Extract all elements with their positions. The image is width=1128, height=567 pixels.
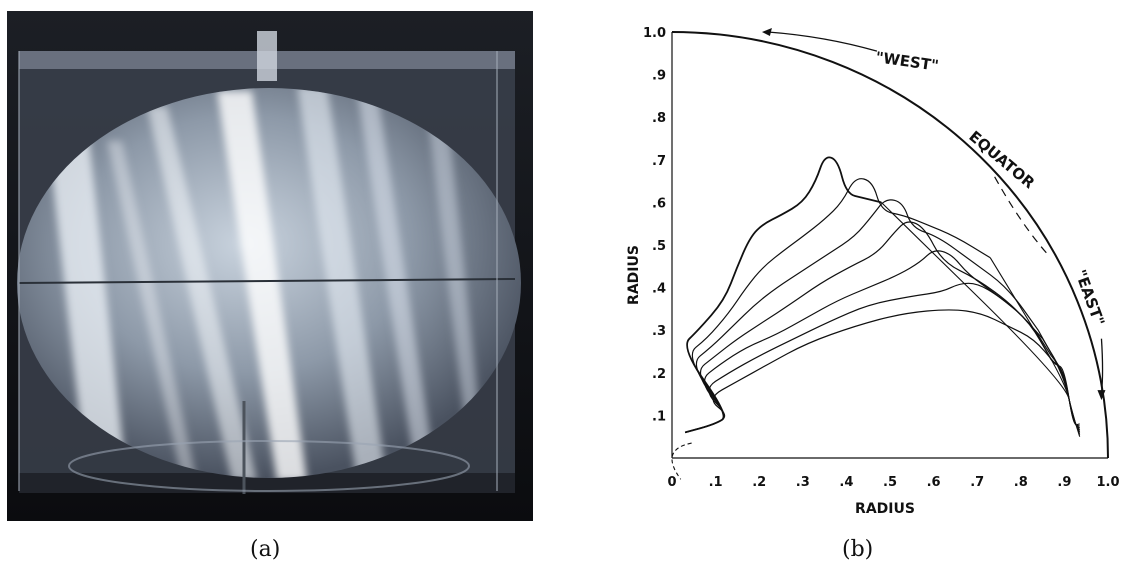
panel-b-chart: 0 .1 .2 .3 .4 .5 .6 .7 .8 .9 1.0 .1 .2 .3 .4 .5 .6 .7 .8.… xyxy=(620,10,1125,520)
dashed-equator-curve xyxy=(994,176,1048,254)
chart-axes xyxy=(671,28,1109,459)
y-tick-label: .3 xyxy=(652,324,666,339)
annotation-arrows xyxy=(761,28,1106,401)
x-tick-label: .3 xyxy=(796,475,810,490)
photograph-image xyxy=(7,11,533,521)
streamline-4 xyxy=(684,221,1044,433)
y-tick-label: .1 xyxy=(652,409,666,424)
dashed-origin-loop xyxy=(671,442,692,480)
east-arrow xyxy=(1100,338,1104,395)
x-tick-labels: 0 .1 .2 .3 .4 .5 .6 .7 .8 .9 1.0 xyxy=(667,475,1119,490)
x-tick-label: 1.0 xyxy=(1096,475,1119,490)
y-tick-label: 1.0 xyxy=(643,26,666,41)
x-tick-label: .9 xyxy=(1057,475,1071,490)
y-tick-labels: .1 .2 .3 .4 .5 .6 .7 .8 .9 1.0 xyxy=(643,26,666,424)
x-tick-label: .5 xyxy=(883,475,897,490)
boundary-arc xyxy=(671,31,1109,459)
west-arrowhead xyxy=(761,28,772,36)
streamline-5 xyxy=(684,250,1052,433)
streamline-6 xyxy=(684,282,1052,433)
y-tick-label: .9 xyxy=(652,69,666,84)
east-arrowhead xyxy=(1097,390,1106,401)
x-tick-label: .8 xyxy=(1014,475,1028,490)
x-tick-label: .7 xyxy=(970,475,984,490)
equator-annotation: EQUATOR xyxy=(965,127,1038,192)
streamline-7 xyxy=(684,309,1057,433)
y-axis-label: RADIUS xyxy=(626,245,642,305)
y-tick-label: .7 xyxy=(652,154,666,169)
streamline-tail-6 xyxy=(1050,359,1080,427)
caption-a: (a) xyxy=(250,537,281,562)
chart-svg: 0 .1 .2 .3 .4 .5 .6 .7 .8 .9 1.0 .1 .2 .3 .4 .5 .6 .7 .8.… xyxy=(626,26,1120,517)
y-tick-label: .8 xyxy=(652,111,666,126)
streamline-tail-7 xyxy=(1055,363,1080,426)
y-tick-label: .2 xyxy=(652,367,666,382)
streamline-2 xyxy=(684,178,991,433)
curve-group xyxy=(671,156,1081,480)
caption-b: (b) xyxy=(842,537,874,562)
y-tick-label: .5 xyxy=(652,239,666,254)
panel-a-photograph xyxy=(7,11,533,521)
y-tick-label: .6 xyxy=(652,196,666,211)
equator-line xyxy=(18,278,516,284)
y-tick-label: .4 xyxy=(652,282,666,297)
top-shaft xyxy=(257,31,277,81)
x-tick-label: .1 xyxy=(709,475,723,490)
x-tick-label: .6 xyxy=(927,475,941,490)
x-tick-label: 0 xyxy=(667,475,676,490)
x-tick-label: .4 xyxy=(839,475,853,490)
x-axis-label: RADIUS xyxy=(855,501,915,517)
streamline-tail-1 xyxy=(880,202,1081,437)
light-streaks xyxy=(47,88,487,478)
west-arrow xyxy=(767,31,878,52)
west-annotation: "WEST" xyxy=(874,48,939,75)
x-tick-label: .2 xyxy=(752,475,766,490)
streamline-tail-2 xyxy=(989,257,1081,435)
